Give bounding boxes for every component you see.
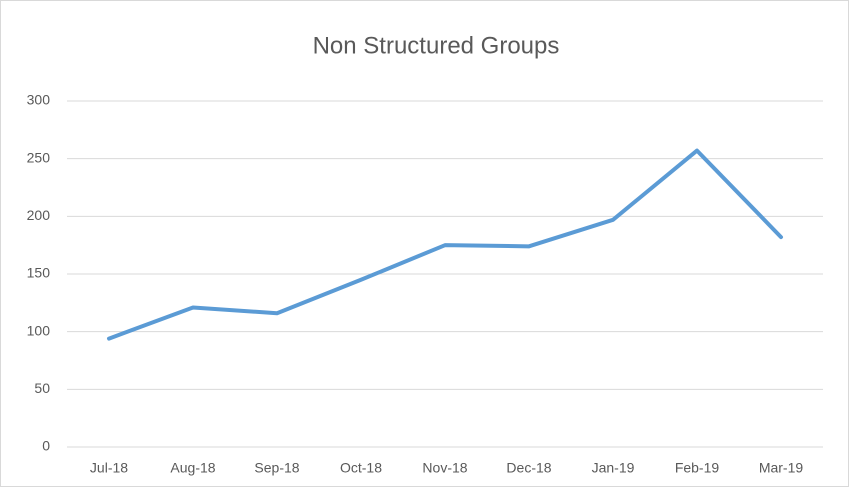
x-tick-label: Jan-19 (592, 460, 635, 476)
chart-title: Non Structured Groups (313, 32, 560, 59)
y-tick-label: 50 (34, 380, 50, 396)
y-tick-label: 150 (27, 265, 51, 281)
x-tick-label: Sep-18 (254, 460, 299, 476)
x-tick-label: Nov-18 (422, 460, 467, 476)
y-tick-label: 250 (27, 149, 51, 165)
x-tick-label: Oct-18 (340, 460, 382, 476)
x-tick-label: Aug-18 (170, 460, 215, 476)
y-tick-label: 100 (27, 322, 51, 338)
line-series (107, 148, 783, 341)
x-tick-label: Dec-18 (506, 460, 551, 476)
x-tick-label: Feb-19 (675, 460, 720, 476)
y-tick-label: 300 (27, 92, 51, 108)
x-tick-label: Mar-19 (759, 460, 804, 476)
y-tick-label: 200 (27, 207, 51, 223)
y-tick-label: 0 (42, 438, 50, 454)
x-tick-label: Jul-18 (90, 460, 128, 476)
